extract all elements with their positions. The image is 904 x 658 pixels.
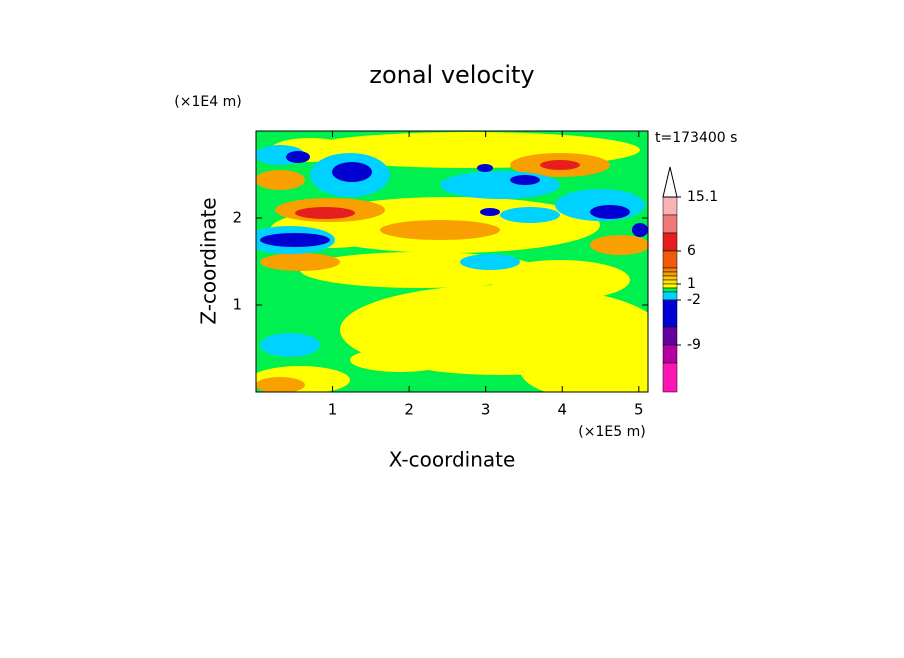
x-unit: (×1E5 m) xyxy=(578,424,645,440)
colorbar-tick-label: 15.1 xyxy=(687,189,718,205)
colorbar-band xyxy=(662,344,678,364)
y-tick-label: 1 xyxy=(232,296,242,314)
contour-region xyxy=(256,153,648,392)
colorbar-band xyxy=(662,279,678,285)
colorbar-tick-label: 6 xyxy=(687,243,696,259)
colorbar-band xyxy=(662,271,678,277)
colorbar-band xyxy=(662,326,678,346)
colorbar-band xyxy=(662,362,678,393)
colorbar-band xyxy=(662,232,678,252)
colorbar-band xyxy=(662,287,678,293)
y-axis-label: Z-coordinate xyxy=(197,197,221,324)
time-annotation: t=173400 s xyxy=(655,130,737,146)
colorbar-band xyxy=(662,250,678,269)
contour-region xyxy=(295,160,580,219)
colorbar-tick-label: -9 xyxy=(687,337,701,353)
y-tick-label: 2 xyxy=(232,209,242,227)
colorbar-band xyxy=(662,291,678,301)
colorbar-band xyxy=(662,196,678,216)
x-tick-label: 1 xyxy=(328,401,338,419)
x-tick-label: 2 xyxy=(404,401,414,419)
colorbar-tick-label: -2 xyxy=(687,292,701,308)
y-unit: (×1E4 m) xyxy=(174,94,241,110)
colorbar-band xyxy=(662,275,678,281)
chart-title: zonal velocity xyxy=(369,61,534,89)
colorbar-tick-label: 1 xyxy=(687,276,696,292)
colorbar-band xyxy=(662,267,678,273)
x-tick-label: 4 xyxy=(557,401,567,419)
contour-field xyxy=(256,131,648,392)
x-tick-label: 5 xyxy=(634,401,644,419)
colorbar-extension xyxy=(662,166,678,198)
contour-region xyxy=(260,151,648,247)
plot-frame xyxy=(255,130,649,393)
x-axis-label: X-coordinate xyxy=(389,448,516,472)
colorbar-band xyxy=(662,283,678,289)
colorbar-band xyxy=(662,299,678,328)
x-tick-label: 3 xyxy=(481,401,491,419)
colorbar-band xyxy=(662,214,678,234)
